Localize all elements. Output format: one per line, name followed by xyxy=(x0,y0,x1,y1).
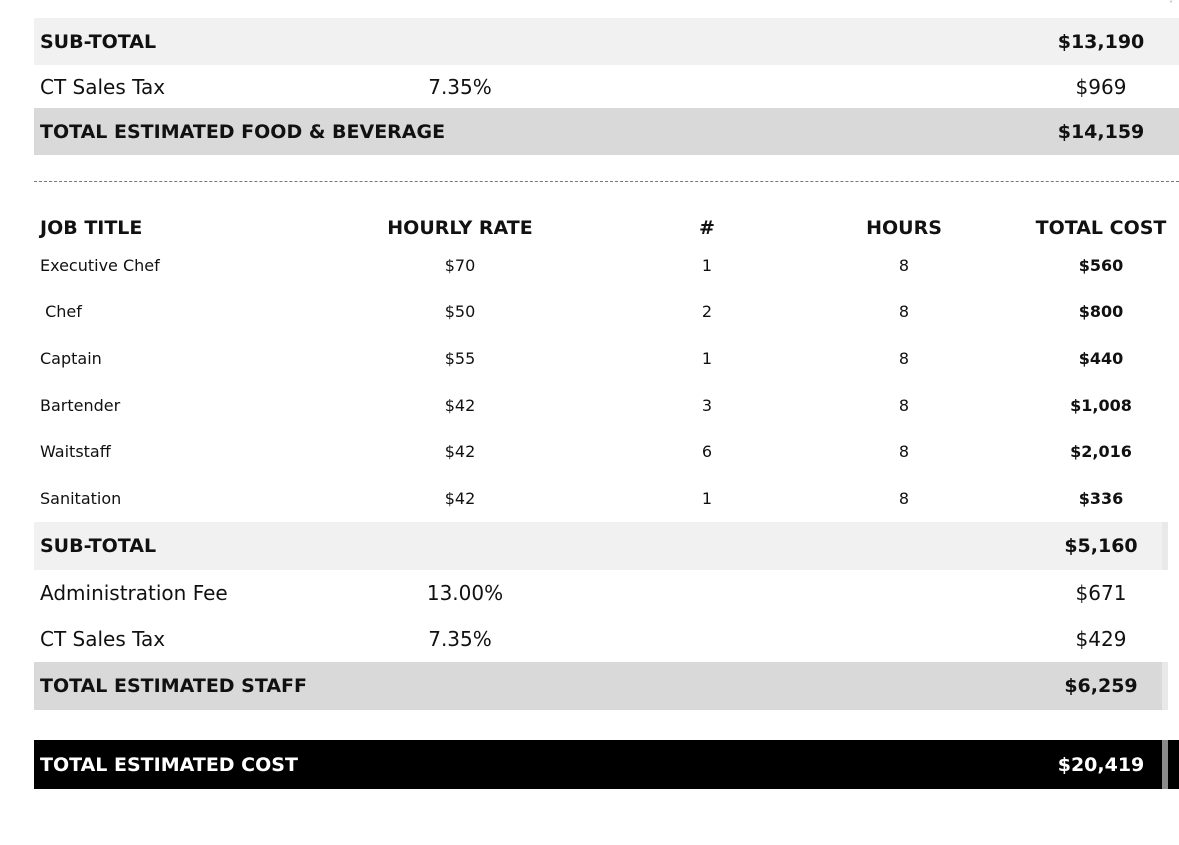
staff-sales-tax-rate: 7.35% xyxy=(428,627,492,651)
staff-sales-tax-amount: $429 xyxy=(1075,627,1127,651)
admin-fee-row: Administration Fee 13.00% $671 xyxy=(34,570,1179,616)
staff-total-row: TOTAL ESTIMATED STAFF $6,259 xyxy=(34,662,1162,710)
grand-total-edge-strip xyxy=(1162,740,1168,789)
fnb-subtotal-amount: $13,190 xyxy=(1057,30,1145,53)
hourly-rate-cell: $55 xyxy=(444,348,476,368)
hours-cell: 8 xyxy=(898,488,910,508)
grand-total-edge-cap xyxy=(1168,740,1179,789)
total-cost-cell: $560 xyxy=(1078,255,1124,275)
table-row: Bartender $42 3 8 $1,008 xyxy=(34,388,1179,422)
admin-fee-amount: $671 xyxy=(1075,581,1127,605)
job-title-cell: Chef xyxy=(40,301,82,321)
count-cell: 3 xyxy=(701,395,713,415)
hourly-rate-cell: $42 xyxy=(444,395,476,415)
count-cell: 1 xyxy=(701,255,713,275)
job-title-cell: Waitstaff xyxy=(40,441,111,461)
header-count: # xyxy=(699,217,715,239)
page-edge-mark: ˅ xyxy=(1169,0,1173,9)
total-cost-cell: $2,016 xyxy=(1070,441,1132,461)
fnb-total-label: TOTAL ESTIMATED FOOD & BEVERAGE xyxy=(40,120,446,143)
total-cost-cell: $336 xyxy=(1078,488,1124,508)
staff-total-edge-strip xyxy=(1162,662,1168,710)
job-title-cell: Bartender xyxy=(40,395,121,415)
table-row: Chef $50 2 8 $800 xyxy=(34,294,1179,328)
header-total-cost: TOTAL COST xyxy=(1035,217,1167,239)
hourly-rate-cell: $50 xyxy=(444,301,476,321)
fnb-sales-tax-label: CT Sales Tax xyxy=(40,74,166,99)
job-title-cell: Captain xyxy=(40,348,102,368)
hours-cell: 8 xyxy=(898,348,910,368)
total-cost-cell: $440 xyxy=(1078,348,1124,368)
count-cell: 2 xyxy=(701,301,713,321)
fnb-sales-tax-rate: 7.35% xyxy=(428,74,492,99)
job-title-cell: Executive Chef xyxy=(40,255,160,275)
header-job-title: JOB TITLE xyxy=(40,217,143,239)
staff-subtotal-row: SUB-TOTAL $5,160 xyxy=(34,522,1162,570)
fnb-total-row: TOTAL ESTIMATED FOOD & BEVERAGE $14,159 xyxy=(34,108,1179,155)
staff-sales-tax-row: CT Sales Tax 7.35% $429 xyxy=(34,616,1179,662)
hourly-rate-cell: $70 xyxy=(444,255,476,275)
table-row: Sanitation $42 1 8 $336 xyxy=(34,481,1179,515)
grand-total-amount: $20,419 xyxy=(1057,753,1145,776)
admin-fee-label: Administration Fee xyxy=(40,581,228,605)
fnb-sales-tax-row: CT Sales Tax 7.35% $969 xyxy=(34,65,1179,108)
grand-total-row: TOTAL ESTIMATED COST $20,419 xyxy=(34,740,1162,789)
total-cost-cell: $1,008 xyxy=(1070,395,1132,415)
count-cell: 1 xyxy=(701,488,713,508)
fnb-total-amount: $14,159 xyxy=(1057,120,1145,143)
staff-subtotal-amount: $5,160 xyxy=(1064,535,1138,557)
grand-total-label: TOTAL ESTIMATED COST xyxy=(40,753,298,776)
staff-table-header: JOB TITLE HOURLY RATE # HOURS TOTAL COST xyxy=(34,212,1179,244)
hourly-rate-cell: $42 xyxy=(444,488,476,508)
job-title-cell: Sanitation xyxy=(40,488,122,508)
total-cost-cell: $800 xyxy=(1078,301,1124,321)
table-row: Waitstaff $42 6 8 $2,016 xyxy=(34,434,1179,468)
hours-cell: 8 xyxy=(898,395,910,415)
fnb-subtotal-row: SUB-TOTAL $13,190 xyxy=(34,18,1179,65)
subtotal-edge-strip xyxy=(1162,522,1168,570)
header-hours: HOURS xyxy=(866,217,942,239)
hours-cell: 8 xyxy=(898,255,910,275)
count-cell: 1 xyxy=(701,348,713,368)
fnb-subtotal-label: SUB-TOTAL xyxy=(40,30,157,53)
count-cell: 6 xyxy=(701,441,713,461)
table-row: Executive Chef $70 1 8 $560 xyxy=(34,248,1179,282)
staff-total-label: TOTAL ESTIMATED STAFF xyxy=(40,675,308,697)
table-row: Captain $55 1 8 $440 xyxy=(34,341,1179,375)
staff-total-amount: $6,259 xyxy=(1064,675,1138,697)
hours-cell: 8 xyxy=(898,441,910,461)
staff-subtotal-label: SUB-TOTAL xyxy=(40,535,157,557)
admin-fee-rate: 13.00% xyxy=(426,581,504,605)
staff-sales-tax-label: CT Sales Tax xyxy=(40,627,166,651)
section-divider xyxy=(34,181,1179,182)
hours-cell: 8 xyxy=(898,301,910,321)
header-hourly-rate: HOURLY RATE xyxy=(387,217,533,239)
hourly-rate-cell: $42 xyxy=(444,441,476,461)
fnb-sales-tax-amount: $969 xyxy=(1075,74,1127,99)
